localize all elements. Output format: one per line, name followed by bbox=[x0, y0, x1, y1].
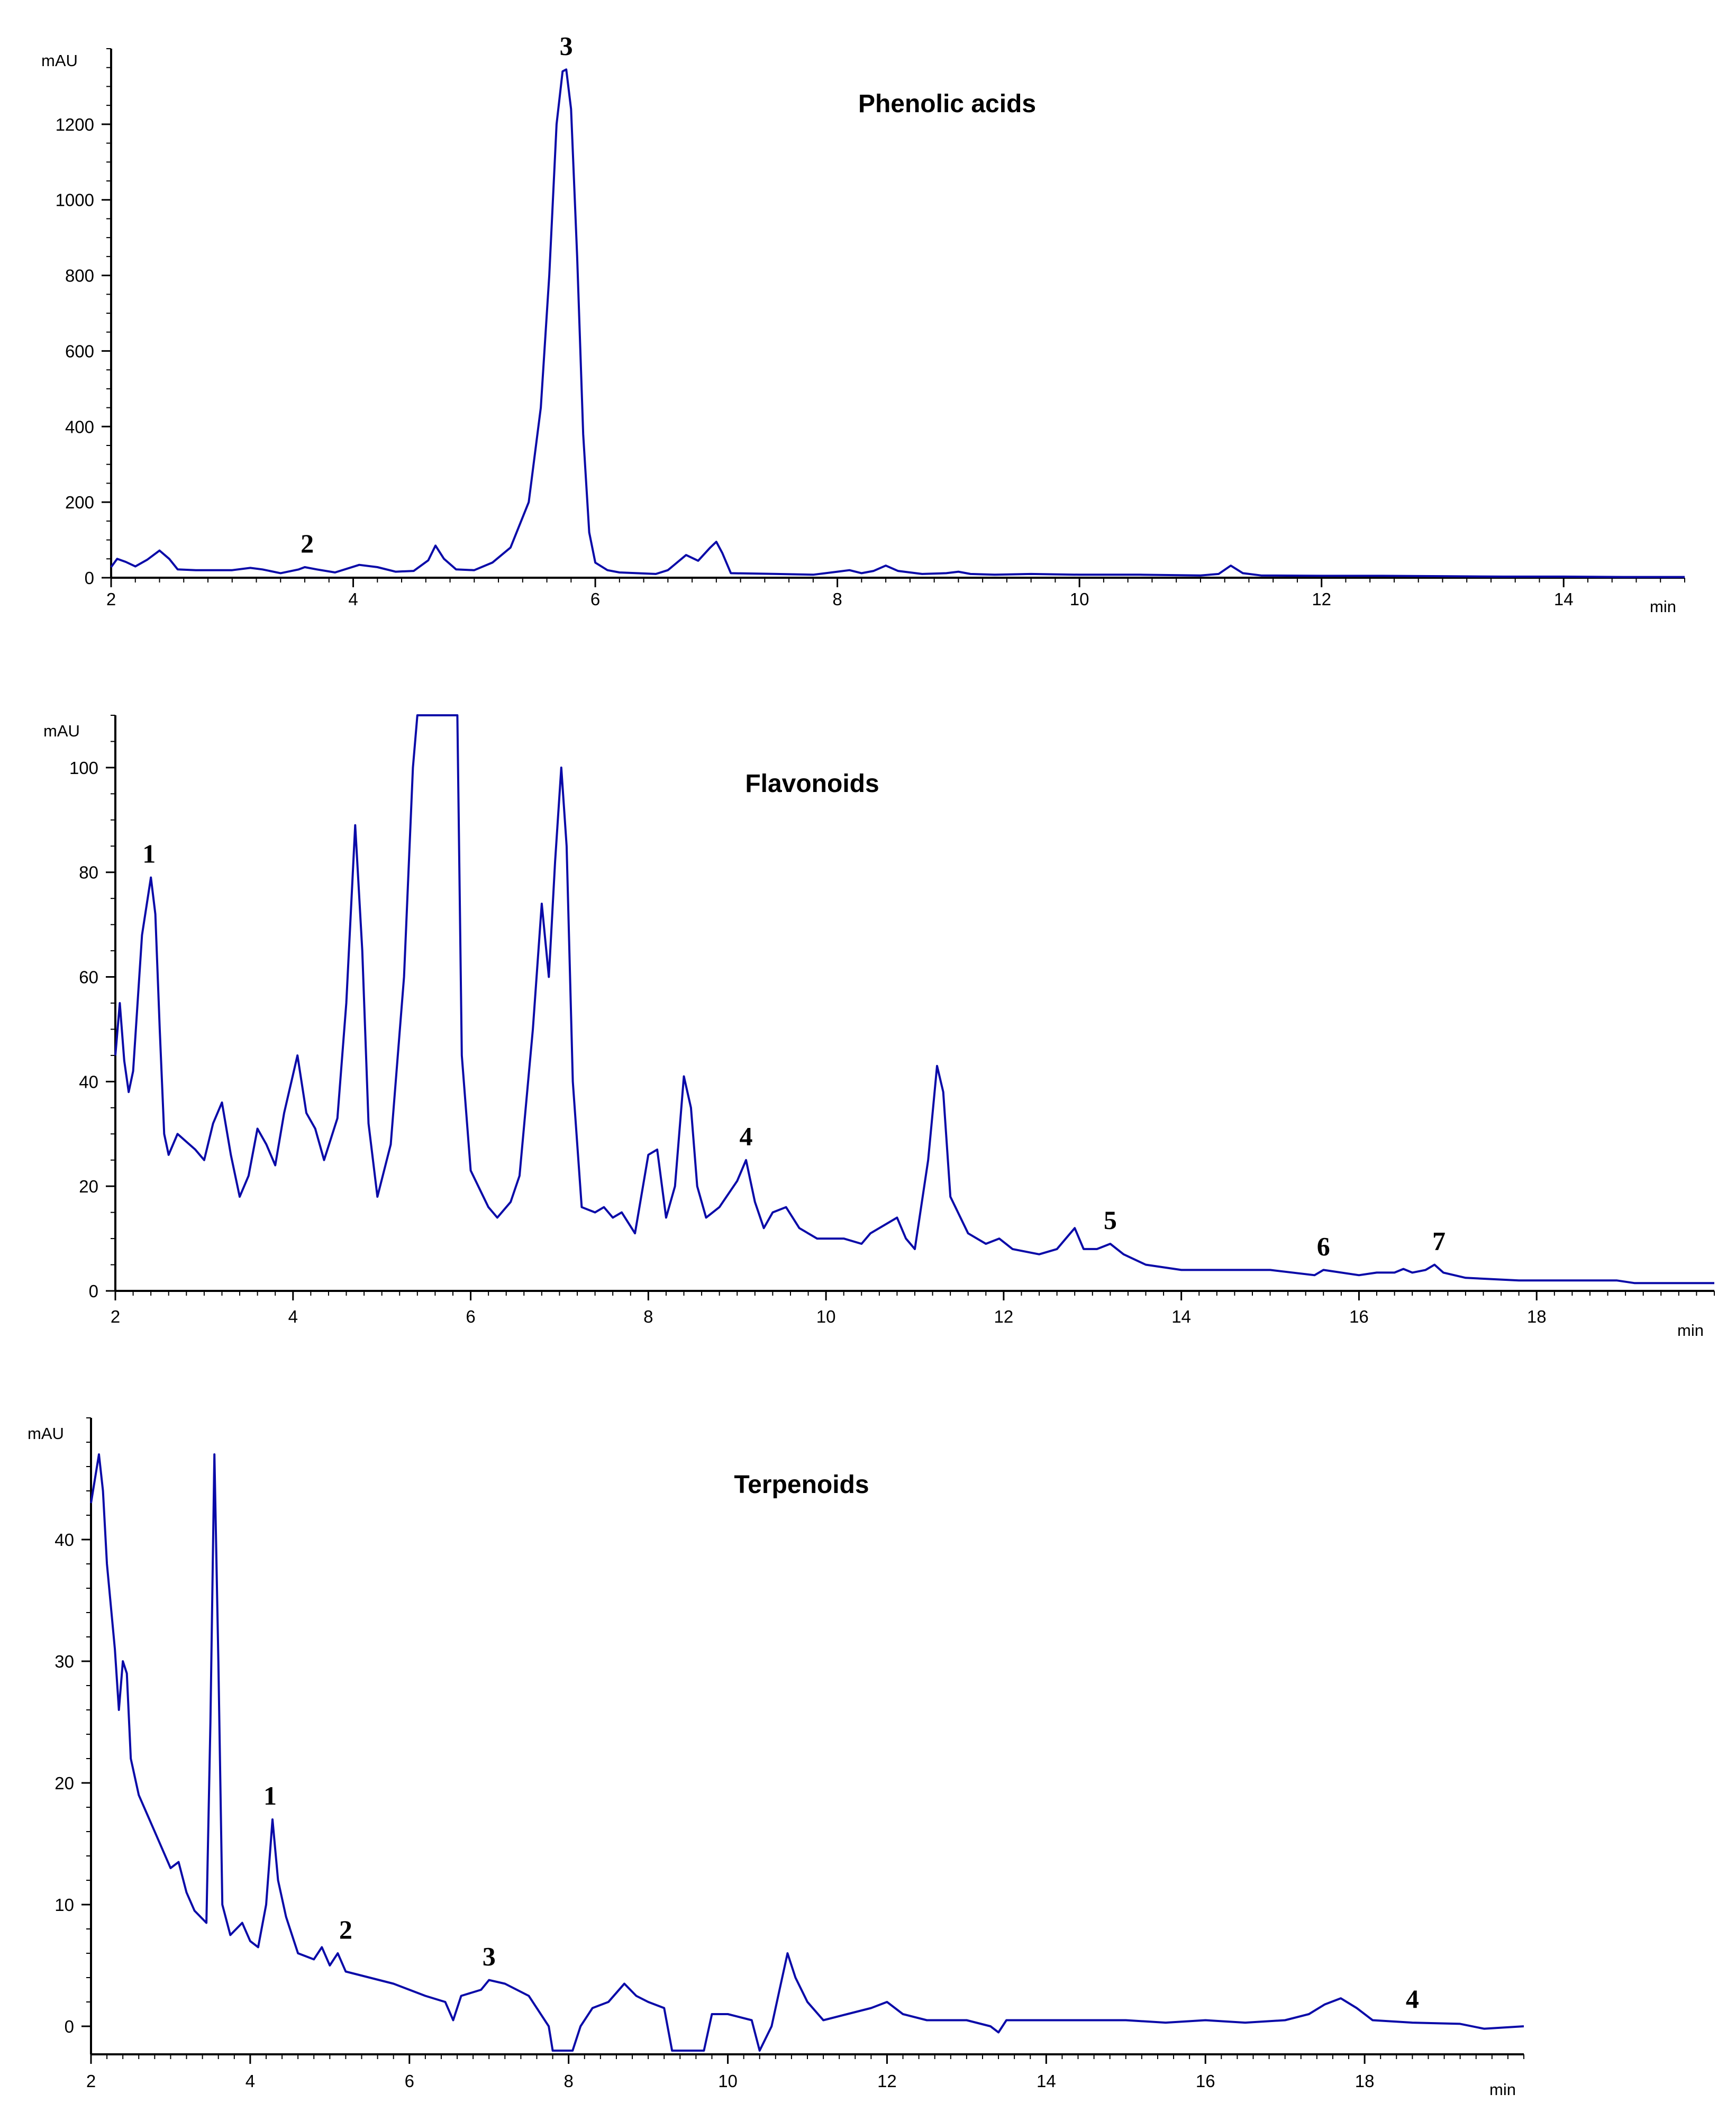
x-tick-label: 2 bbox=[111, 1307, 120, 1326]
peak-label: 4 bbox=[1406, 1984, 1419, 2014]
x-ticks: 2 4 6 8 10 12 14 bbox=[106, 578, 1685, 609]
x-tick-label: 18 bbox=[1527, 1307, 1547, 1326]
x-tick-label: 2 bbox=[86, 2071, 96, 2091]
x-tick-label: 12 bbox=[994, 1307, 1014, 1326]
peak-labels: 1 4 5 6 7 bbox=[142, 839, 1446, 1261]
x-tick-label: 10 bbox=[816, 1307, 836, 1326]
y-tick-label: 1000 bbox=[56, 190, 94, 210]
x-tick-label: 8 bbox=[643, 1307, 653, 1326]
y-tick-label: 30 bbox=[54, 1652, 74, 1671]
y-axis-unit: mAU bbox=[41, 51, 78, 70]
y-tick-label: 80 bbox=[79, 863, 98, 882]
y-tick-label: 100 bbox=[69, 758, 98, 778]
x-tick-label: 16 bbox=[1196, 2071, 1215, 2091]
peak-label: 3 bbox=[483, 1942, 496, 1971]
x-tick-label: 4 bbox=[288, 1307, 298, 1326]
chromatogram-trace bbox=[90, 1453, 1524, 2052]
x-tick-label: 12 bbox=[877, 2071, 897, 2091]
y-axis-unit: mAU bbox=[28, 1424, 64, 1443]
peak-label: 1 bbox=[263, 1781, 277, 1810]
peak-label: 2 bbox=[339, 1915, 352, 1944]
peak-labels: 1 2 3 4 bbox=[263, 1781, 1419, 2014]
peak-labels: 23 bbox=[301, 31, 573, 558]
peak-label: 2 bbox=[301, 529, 314, 558]
panel-phenolic-acids: Phenolic acids mAU min 0 200 400 600 800 1000… bbox=[41, 31, 1685, 616]
panel-title: Flavonoids bbox=[745, 770, 879, 798]
y-tick-label: 600 bbox=[65, 341, 94, 361]
x-axis-unit: min bbox=[1650, 597, 1676, 616]
y-tick-label: 0 bbox=[85, 568, 94, 588]
peak-label: 6 bbox=[1317, 1231, 1330, 1261]
peak-label: 4 bbox=[740, 1122, 753, 1151]
y-axis-unit: mAU bbox=[43, 722, 80, 740]
x-tick-label: 10 bbox=[1070, 589, 1089, 609]
x-tick-label: 16 bbox=[1349, 1307, 1369, 1326]
x-tick-label: 14 bbox=[1554, 589, 1574, 609]
panel-title: Phenolic acids bbox=[858, 90, 1036, 118]
x-tick-label: 12 bbox=[1312, 589, 1331, 609]
x-ticks: 2 4 6 8 10 12 14 16 18 bbox=[111, 1291, 1715, 1326]
y-ticks: 0 20 40 60 80 100 bbox=[69, 715, 115, 1301]
y-tick-label: 200 bbox=[65, 493, 94, 512]
y-tick-label: 800 bbox=[65, 266, 94, 286]
x-tick-label: 10 bbox=[718, 2071, 738, 2091]
y-tick-label: 0 bbox=[65, 2017, 74, 2036]
y-tick-label: 400 bbox=[65, 417, 94, 436]
x-tick-label: 6 bbox=[466, 1307, 475, 1326]
x-tick-label: 14 bbox=[1171, 1307, 1191, 1326]
x-tick-label: 4 bbox=[348, 589, 358, 609]
peak-label: 3 bbox=[560, 31, 573, 60]
x-tick-label: 14 bbox=[1037, 2071, 1056, 2091]
y-ticks: 0 200 400 600 800 1000 1200 bbox=[56, 48, 111, 588]
chromatogram-trace bbox=[110, 68, 1685, 578]
x-ticks: 2 4 6 8 10 12 14 16 18 bbox=[86, 2054, 1524, 2091]
y-tick-label: 20 bbox=[79, 1177, 98, 1196]
y-tick-label: 40 bbox=[54, 1530, 74, 1550]
y-ticks: 0 10 20 30 40 bbox=[54, 1417, 91, 2036]
x-tick-label: 8 bbox=[832, 589, 842, 609]
x-tick-label: 6 bbox=[405, 2071, 414, 2091]
x-tick-label: 4 bbox=[246, 2071, 255, 2091]
x-axis-unit: min bbox=[1489, 2080, 1516, 2099]
y-tick-label: 0 bbox=[89, 1281, 98, 1301]
y-tick-label: 20 bbox=[54, 1773, 74, 1793]
y-tick-label: 40 bbox=[79, 1072, 98, 1091]
peak-label: 1 bbox=[142, 839, 156, 869]
y-tick-label: 10 bbox=[54, 1895, 74, 1915]
y-tick-label: 60 bbox=[79, 968, 98, 987]
x-tick-label: 18 bbox=[1355, 2071, 1375, 2091]
peak-label: 5 bbox=[1104, 1205, 1117, 1235]
chromatogram-trace bbox=[114, 714, 1714, 1285]
y-tick-label: 1200 bbox=[56, 115, 94, 134]
x-axis-unit: min bbox=[1677, 1321, 1704, 1340]
peak-label: 7 bbox=[1432, 1226, 1446, 1256]
panel-title: Terpenoids bbox=[734, 1471, 869, 1499]
x-tick-label: 6 bbox=[590, 589, 600, 609]
x-tick-label: 2 bbox=[106, 589, 116, 609]
x-tick-label: 8 bbox=[563, 2071, 573, 2091]
